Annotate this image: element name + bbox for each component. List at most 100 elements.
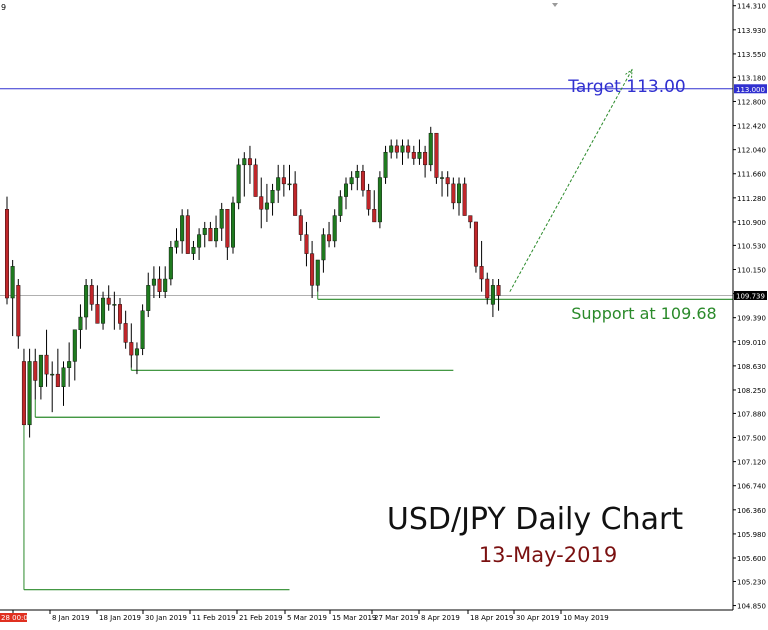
y-tick-label: 112.040 bbox=[737, 147, 766, 155]
candle-body bbox=[61, 367, 66, 387]
candle-body bbox=[411, 151, 416, 159]
target-price-tag-label: 113.000 bbox=[736, 86, 765, 94]
chart-subtitle: 13-May-2019 bbox=[479, 543, 617, 567]
candle-body bbox=[372, 209, 377, 223]
candle-body bbox=[423, 151, 428, 166]
x-tick-label: 30 Jan 2019 bbox=[145, 614, 187, 622]
candle-body bbox=[496, 285, 501, 296]
candle-body bbox=[78, 316, 83, 330]
candle-body bbox=[349, 177, 354, 185]
candle-body bbox=[101, 297, 106, 324]
y-tick-label: 108.250 bbox=[737, 387, 766, 395]
y-tick-label: 110.150 bbox=[737, 266, 766, 274]
candle-body bbox=[355, 171, 360, 178]
x-tick-label: 18 Apr 2019 bbox=[470, 614, 513, 622]
candle-body bbox=[445, 177, 450, 185]
target-price-tag bbox=[734, 84, 767, 94]
y-tick-label: 109.390 bbox=[737, 315, 766, 323]
y-tick-label: 107.880 bbox=[737, 410, 766, 418]
candle-body bbox=[4, 209, 9, 299]
x-tick-label: 8 Jan 2019 bbox=[52, 614, 90, 622]
candle-body bbox=[225, 209, 230, 248]
candle-body bbox=[287, 183, 292, 186]
y-tick-label: 105.980 bbox=[737, 531, 766, 539]
candle-body bbox=[332, 215, 337, 242]
candle-body bbox=[163, 278, 168, 292]
projection-arrowhead-icon bbox=[625, 68, 633, 78]
projection-line bbox=[509, 69, 633, 292]
candle-body bbox=[180, 215, 185, 242]
candle-body bbox=[208, 228, 213, 242]
candle-body bbox=[95, 304, 100, 324]
candle-body bbox=[479, 266, 484, 280]
candle-body bbox=[146, 285, 151, 311]
y-tick-label: 110.530 bbox=[737, 242, 766, 250]
candle-body bbox=[473, 221, 478, 267]
chart-title: USD/JPY Daily Chart bbox=[387, 502, 683, 537]
candle-body bbox=[106, 297, 111, 305]
candle-body bbox=[457, 183, 462, 204]
candle-body bbox=[168, 247, 173, 280]
candle-body bbox=[72, 329, 77, 362]
candle-body bbox=[428, 132, 433, 166]
current-price-tag-label: 109.739 bbox=[736, 292, 765, 300]
candle-body bbox=[389, 145, 394, 153]
candle-body bbox=[140, 310, 145, 349]
candle-body bbox=[468, 215, 473, 223]
candle-body bbox=[281, 177, 286, 185]
candle-body bbox=[264, 202, 269, 210]
y-tick-label: 112.420 bbox=[737, 123, 766, 131]
target-annotation: Target 113.00 bbox=[567, 77, 685, 97]
y-tick-label: 109.010 bbox=[737, 339, 766, 347]
candle-body bbox=[21, 361, 26, 426]
x-tick-label: 10 May 2019 bbox=[563, 614, 609, 622]
x-tick-label: 30 Apr 2019 bbox=[516, 614, 559, 622]
x-tick-label: 11 Feb 2019 bbox=[192, 614, 236, 622]
candle-body bbox=[129, 342, 134, 356]
candle-body bbox=[490, 285, 495, 305]
candle-body bbox=[242, 158, 247, 166]
y-tick-label: 106.360 bbox=[737, 507, 766, 515]
candle-body bbox=[315, 259, 320, 286]
y-tick-label: 110.900 bbox=[737, 219, 766, 227]
candle-body bbox=[270, 190, 275, 204]
candle-body bbox=[157, 278, 162, 292]
y-tick-label: 104.850 bbox=[737, 603, 766, 611]
candle-body bbox=[38, 354, 43, 387]
y-tick-label: 105.600 bbox=[737, 555, 766, 563]
candle-body bbox=[417, 151, 422, 159]
y-tick-label: 111.280 bbox=[737, 195, 766, 203]
y-tick-label: 112.800 bbox=[737, 98, 766, 106]
candle-body bbox=[151, 278, 156, 286]
candle-body bbox=[462, 183, 467, 216]
candle-body bbox=[451, 183, 456, 204]
candle-body bbox=[276, 177, 281, 191]
candle-body bbox=[259, 196, 264, 210]
y-tick-label: 107.120 bbox=[737, 459, 766, 467]
candle-body bbox=[174, 240, 179, 248]
y-tick-label: 113.930 bbox=[737, 27, 766, 35]
current-price-tag bbox=[734, 290, 767, 300]
candle-body bbox=[33, 361, 38, 381]
scroll-triangle-icon[interactable] bbox=[552, 3, 558, 7]
candle-body bbox=[377, 177, 382, 223]
candle-body bbox=[44, 354, 49, 375]
y-tick-label: 108.630 bbox=[737, 363, 766, 371]
candle-body bbox=[253, 164, 258, 197]
x-tick-label: 5 Mar 2019 bbox=[287, 614, 327, 622]
candle-body bbox=[321, 234, 326, 261]
y-tick-label: 114.310 bbox=[737, 3, 766, 11]
candle-body bbox=[202, 228, 207, 235]
candle-body bbox=[383, 151, 388, 178]
candle-body bbox=[50, 373, 55, 376]
candle-body bbox=[236, 164, 241, 204]
candle-body bbox=[230, 202, 235, 248]
candle-body bbox=[27, 361, 32, 426]
y-tick-label: 106.740 bbox=[737, 483, 766, 491]
candle-body bbox=[89, 285, 94, 305]
candle-body bbox=[191, 247, 196, 254]
y-tick-label: 105.230 bbox=[737, 578, 766, 586]
y-tick-label: 107.500 bbox=[737, 435, 766, 443]
candle-body bbox=[55, 373, 60, 387]
